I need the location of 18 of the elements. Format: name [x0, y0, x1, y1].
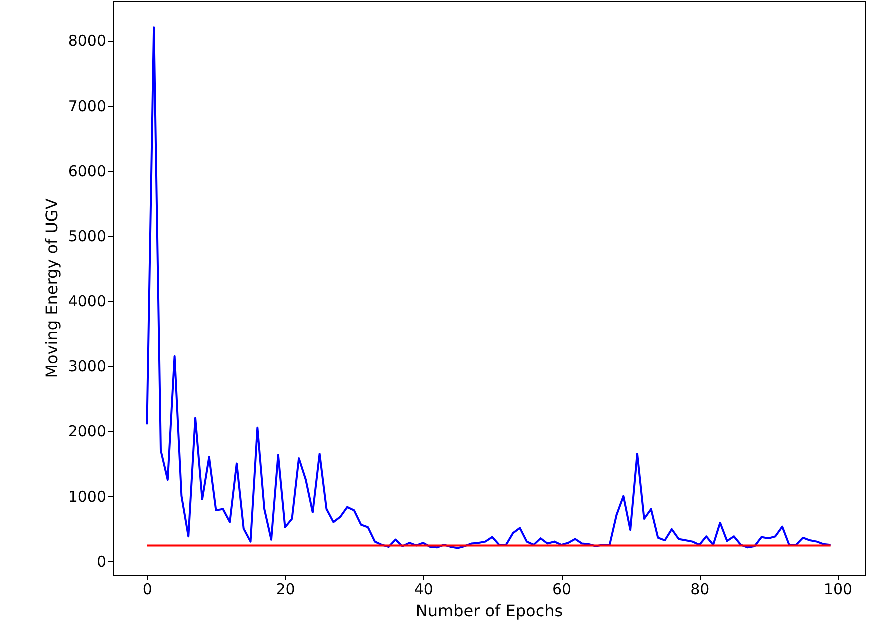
x-tick-label: 20 [276, 580, 296, 598]
x-tick-label: 60 [552, 580, 572, 598]
y-tick-label: 5000 [68, 227, 106, 246]
y-tick-label: 4000 [68, 292, 106, 311]
x-tick-label: 100 [824, 580, 853, 598]
y-tick-label: 2000 [68, 422, 106, 441]
x-axis-title: Number of Epochs [416, 602, 564, 620]
y-tick-label: 6000 [68, 162, 106, 180]
x-tick-label: 80 [690, 580, 710, 598]
x-tick-label: 40 [414, 580, 434, 598]
y-tick-label: 3000 [68, 358, 106, 376]
y-tick-label: 1000 [68, 488, 106, 506]
y-axis-title: Moving Energy of UGV [42, 198, 62, 378]
line-series [146, 26, 832, 550]
x-tick-label: 0 [142, 580, 152, 598]
y-tick-label: 7000 [68, 97, 106, 116]
y-tick-label: 8000 [68, 32, 106, 50]
y-tick-label: 0 [96, 552, 106, 571]
